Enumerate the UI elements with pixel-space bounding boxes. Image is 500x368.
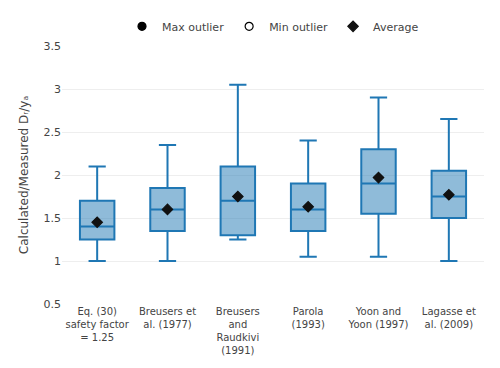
svg-text:2: 2 [54, 169, 61, 182]
svg-text:BreusersandRaudkivi(1991): BreusersandRaudkivi(1991) [216, 306, 260, 356]
svg-text:Yoon andYoon (1997): Yoon andYoon (1997) [348, 306, 409, 330]
svg-text:Calculated/Measured Dᵣ/yₐ: Calculated/Measured Dᵣ/yₐ [17, 96, 31, 254]
svg-text:Average: Average [373, 21, 418, 34]
svg-text:Eq. (30)safety factor= 1.25: Eq. (30)safety factor= 1.25 [66, 306, 130, 343]
svg-text:0.5: 0.5 [44, 298, 62, 311]
svg-text:1: 1 [54, 255, 61, 268]
svg-text:Max outlier: Max outlier [162, 21, 224, 34]
svg-text:3: 3 [54, 83, 61, 96]
svg-text:3.5: 3.5 [44, 40, 62, 53]
svg-text:1.5: 1.5 [44, 212, 62, 225]
svg-text:Breusers etal. (1977): Breusers etal. (1977) [139, 306, 196, 330]
svg-text:Min outlier: Min outlier [269, 21, 328, 34]
svg-text:Parola(1993): Parola(1993) [292, 306, 325, 330]
svg-text:Lagasse etal. (2009): Lagasse etal. (2009) [422, 306, 476, 330]
svg-text:2.5: 2.5 [44, 126, 62, 139]
